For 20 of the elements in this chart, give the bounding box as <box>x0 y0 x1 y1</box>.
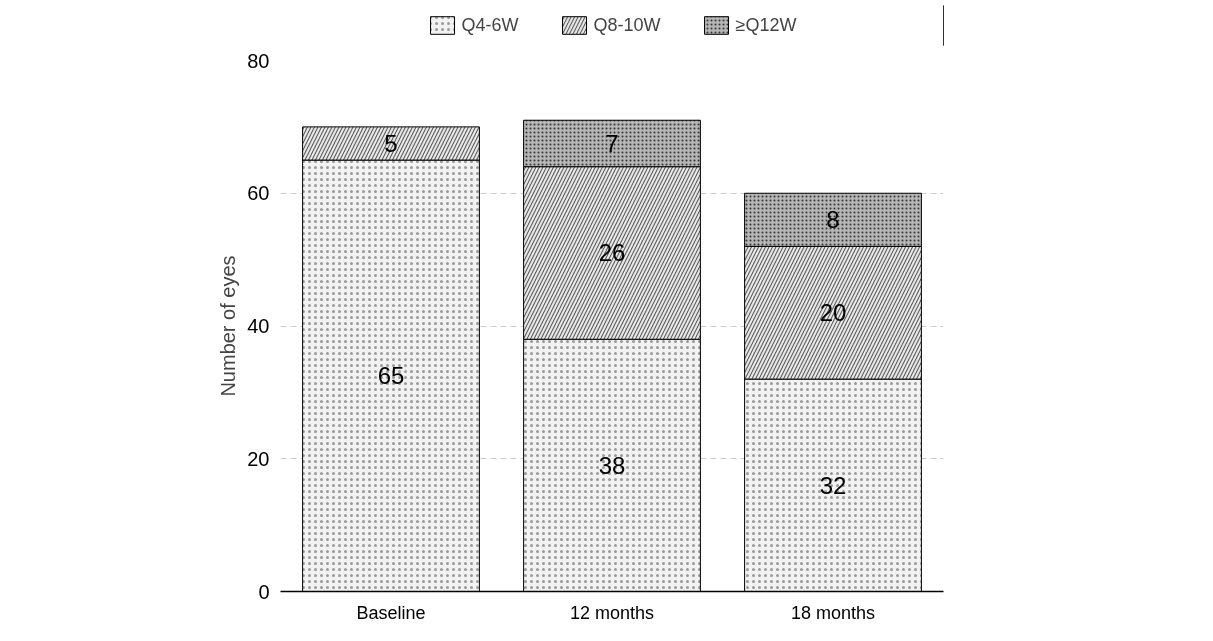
data-label: 7 <box>605 129 619 157</box>
data-label: 65 <box>377 362 405 390</box>
y-tick-label: 60 <box>247 182 270 205</box>
y-tick-label: 80 <box>247 49 270 72</box>
data-label: 20 <box>819 299 847 327</box>
data-label: 38 <box>598 451 626 479</box>
data-label: 5 <box>384 129 398 157</box>
x-tick-label: 18 months <box>790 602 876 623</box>
y-tick-label: 20 <box>247 447 270 470</box>
x-tick-label: Baseline <box>356 602 426 623</box>
legend-label: ≥Q12W <box>735 14 797 36</box>
y-tick-label: 40 <box>247 315 270 337</box>
x-tick-label: 12 months <box>569 602 655 623</box>
data-label: 26 <box>598 239 626 267</box>
legend-label: Q8-10W <box>593 14 661 36</box>
y-axis-title: Number of eyes <box>217 255 240 397</box>
data-label: 32 <box>819 471 847 499</box>
y-tick-label: 0 <box>258 580 270 603</box>
data-label: 8 <box>826 206 840 234</box>
legend-label: Q4-6W <box>461 14 519 36</box>
